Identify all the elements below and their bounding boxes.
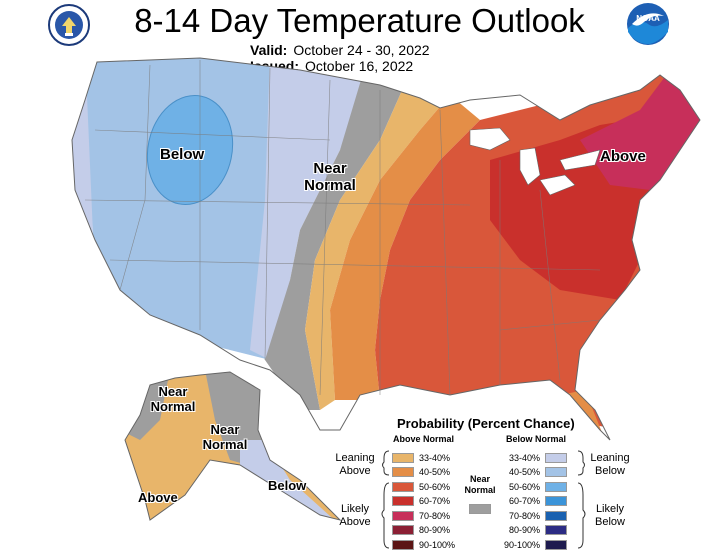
legend-above-header: Above Normal [393,434,455,444]
label-above-ak: Above [138,490,178,505]
legend-above-range: 40-50% [419,467,451,477]
legend-below-swatch [545,452,567,463]
legend-below-swatch [545,510,567,521]
legend-above-row: 80-90% [392,525,450,536]
page-title: 8-14 Day Temperature Outlook [134,2,585,39]
legend-below-range: 70-80% [508,510,540,521]
label-near-normal-ak-east: Near Normal [202,422,248,452]
legend-below-header: Below Normal [506,434,567,444]
legend-above-range: 50-60% [419,481,451,492]
region-below-west [85,58,280,360]
legend-below-row: 70-80% [500,510,572,521]
alaska-outline [124,371,342,521]
legend-below-range: 40-50% [508,467,540,477]
legend-above-swatch [392,525,414,535]
legend-above-row: 90-100% [392,539,455,550]
legend-below-row: 60-70% [500,496,572,507]
legend-above-row: 70-80% [392,510,450,521]
label-below-ak: Below [268,478,307,493]
region-ak-below [240,440,340,520]
legend-above-swatch [392,481,414,492]
legend-above-swatch [392,539,414,550]
legend-leaning-below: Leaning Below [590,452,630,477]
svg-text:NOAA: NOAA [636,14,660,23]
legend-above-swatch [392,510,414,521]
legend-below-row: 33-40% [500,452,572,463]
legend-above-row: 60-70% [392,496,450,507]
label-near-normal-ak-west: Near Normal [150,384,196,414]
legend-above-row: 40-50% [392,467,450,478]
legend-near-normal-label: Near Normal [464,474,496,495]
legend-above-range: 60-70% [419,496,451,506]
legend-above-range: 90-100% [419,539,456,550]
legend-title: Probability (Percent Chance) [397,416,575,431]
label-above-east: Above [600,148,646,165]
region-leaning-above-40 [330,95,480,400]
legend-leaning-above: Leaning Above [335,452,375,477]
legend-below-range: 80-90% [508,525,540,535]
legend-below-swatch [545,539,567,550]
region-likely-below-50 [146,94,234,206]
valid-date: Valid: October 24 - 30, 2022 Issued: Octob… [250,42,430,74]
legend-below-range: 50-60% [508,481,540,492]
noaa-logo-icon: NOAA [627,3,669,45]
label-near-normal-plains: Near Normal [304,160,356,194]
legend-near-normal-swatch [469,504,491,514]
label-below-west: Below [160,146,205,163]
legend-above-row: 33-40% [392,452,450,463]
legend-below-swatch [545,467,567,477]
legend-likely-below: Likely Below [595,503,625,528]
legend-above-range: 80-90% [419,525,451,535]
legend-below-row: 50-60% [500,481,572,492]
doc-seal-icon [48,4,90,46]
legend-below-range: 33-40% [508,452,540,463]
legend-below-range: 90-100% [503,539,540,550]
legend-below-swatch [545,481,567,492]
legend-below-swatch [545,525,567,535]
conus-outline [71,57,701,441]
legend-below-row: 40-50% [500,467,572,478]
region-near-normal [265,58,420,410]
legend-above-range: 70-80% [419,510,451,521]
great-lakes [469,127,601,196]
legend-above-swatch [392,496,414,506]
legend-below-row: 80-90% [500,525,572,536]
legend-below-row: 90-100% [500,539,572,550]
legend-above-swatch [392,467,414,477]
legend-above-range: 33-40% [419,452,451,463]
legend-above-swatch [392,452,414,463]
legend-below-swatch [545,496,567,506]
legend-above-row: 50-60% [392,481,450,492]
legend-below-range: 60-70% [508,496,540,506]
legend-likely-above: Likely Above [339,503,371,528]
